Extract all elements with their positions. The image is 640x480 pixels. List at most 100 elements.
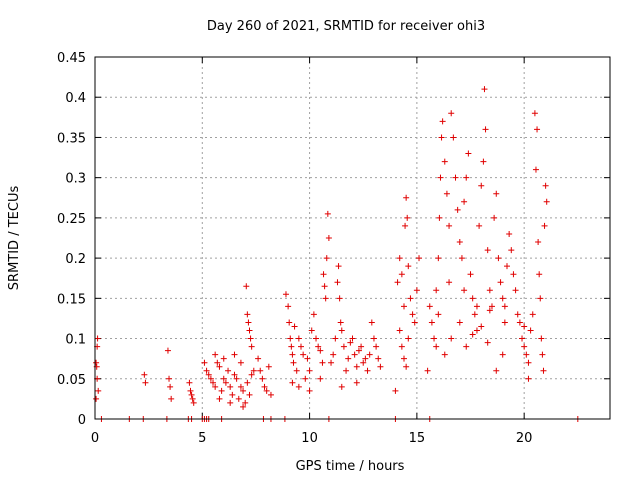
data-point bbox=[304, 355, 311, 362]
data-point bbox=[535, 239, 542, 246]
data-point bbox=[375, 355, 382, 362]
data-point bbox=[237, 383, 244, 390]
data-point bbox=[493, 367, 500, 374]
data-point bbox=[481, 86, 488, 93]
data-point bbox=[534, 126, 541, 133]
data-point bbox=[240, 403, 247, 410]
data-point bbox=[315, 343, 322, 350]
data-point bbox=[93, 359, 100, 366]
data-point bbox=[536, 271, 543, 278]
data-point bbox=[402, 222, 409, 229]
axis-layer: 0 0.05 0.1 0.15 0.2 0.25 0.3 0.35 0.4 0.45 0 5 10 15 2… bbox=[57, 51, 610, 446]
data-point bbox=[523, 351, 530, 358]
data-point bbox=[287, 335, 294, 342]
data-point bbox=[255, 355, 262, 362]
data-point bbox=[519, 335, 526, 342]
data-point bbox=[282, 291, 289, 298]
y-tick-label: 0.35 bbox=[57, 131, 86, 146]
data-point bbox=[203, 367, 210, 374]
data-point bbox=[298, 343, 304, 350]
data-point bbox=[351, 351, 358, 358]
data-point bbox=[320, 271, 327, 278]
data-point bbox=[338, 327, 345, 334]
data-point bbox=[531, 110, 538, 117]
y-tick-label: 0.2 bbox=[65, 252, 86, 267]
data-point bbox=[438, 134, 445, 141]
data-point bbox=[201, 359, 208, 366]
data-point bbox=[405, 263, 412, 270]
data-point bbox=[392, 387, 399, 394]
data-point bbox=[401, 355, 407, 362]
data-point bbox=[473, 303, 480, 310]
data-point bbox=[235, 395, 242, 402]
data-point bbox=[267, 391, 274, 398]
data-point bbox=[461, 287, 468, 294]
data-point bbox=[527, 327, 534, 334]
x-tick-label: 20 bbox=[516, 431, 533, 446]
data-point bbox=[484, 247, 491, 254]
x-tick-label: 15 bbox=[409, 431, 426, 446]
data-point bbox=[540, 367, 547, 374]
data-point bbox=[491, 214, 498, 221]
data-point bbox=[338, 383, 345, 390]
data-point bbox=[439, 118, 446, 125]
data-point bbox=[141, 371, 148, 378]
data-point bbox=[484, 339, 491, 346]
data-point bbox=[321, 283, 328, 290]
data-point bbox=[322, 295, 329, 302]
data-point bbox=[476, 222, 483, 229]
data-point bbox=[436, 214, 443, 221]
data-point bbox=[220, 375, 227, 382]
data-point bbox=[244, 311, 251, 318]
data-point bbox=[93, 395, 100, 402]
data-point bbox=[486, 287, 493, 294]
data-point bbox=[456, 239, 463, 246]
data-point bbox=[231, 351, 238, 358]
x-tick-label: 5 bbox=[198, 431, 206, 446]
data-point bbox=[340, 343, 347, 350]
data-point bbox=[377, 363, 384, 370]
y-tick-label: 0.3 bbox=[65, 172, 86, 187]
data-point bbox=[409, 311, 416, 318]
data-point bbox=[463, 174, 470, 181]
data-point bbox=[334, 279, 341, 286]
data-point bbox=[205, 371, 212, 378]
data-point bbox=[325, 235, 332, 241]
data-point bbox=[478, 182, 485, 189]
data-point bbox=[499, 295, 506, 302]
data-point bbox=[324, 210, 331, 217]
data-point bbox=[543, 198, 550, 205]
data-point bbox=[501, 319, 508, 326]
data-point bbox=[495, 255, 502, 262]
data-point bbox=[469, 295, 476, 302]
data-point bbox=[428, 319, 435, 326]
x-tick-label: 0 bbox=[91, 431, 99, 446]
data-point bbox=[529, 311, 536, 318]
data-point bbox=[227, 399, 234, 406]
y-tick-label: 0 bbox=[78, 413, 86, 428]
data-point bbox=[222, 379, 229, 386]
data-point bbox=[186, 379, 193, 386]
data-point bbox=[244, 379, 251, 386]
data-point bbox=[285, 303, 292, 310]
data-point bbox=[233, 375, 240, 382]
data-point bbox=[167, 383, 174, 390]
data-point bbox=[248, 343, 255, 350]
y-tick-label: 0.1 bbox=[65, 333, 86, 348]
data-point bbox=[373, 343, 380, 350]
data-point bbox=[295, 335, 302, 342]
data-point bbox=[435, 255, 442, 262]
data-point bbox=[330, 351, 337, 358]
data-point bbox=[441, 158, 448, 165]
data-point bbox=[189, 395, 196, 402]
data-point bbox=[398, 343, 405, 350]
data-point bbox=[448, 335, 455, 342]
data-point bbox=[478, 323, 485, 330]
y-tick-label: 0.45 bbox=[57, 51, 86, 66]
data-point bbox=[286, 319, 293, 326]
data-point bbox=[525, 359, 532, 366]
data-point bbox=[308, 327, 315, 334]
data-point bbox=[433, 287, 440, 294]
data-point bbox=[407, 295, 414, 302]
data-point bbox=[542, 182, 549, 189]
